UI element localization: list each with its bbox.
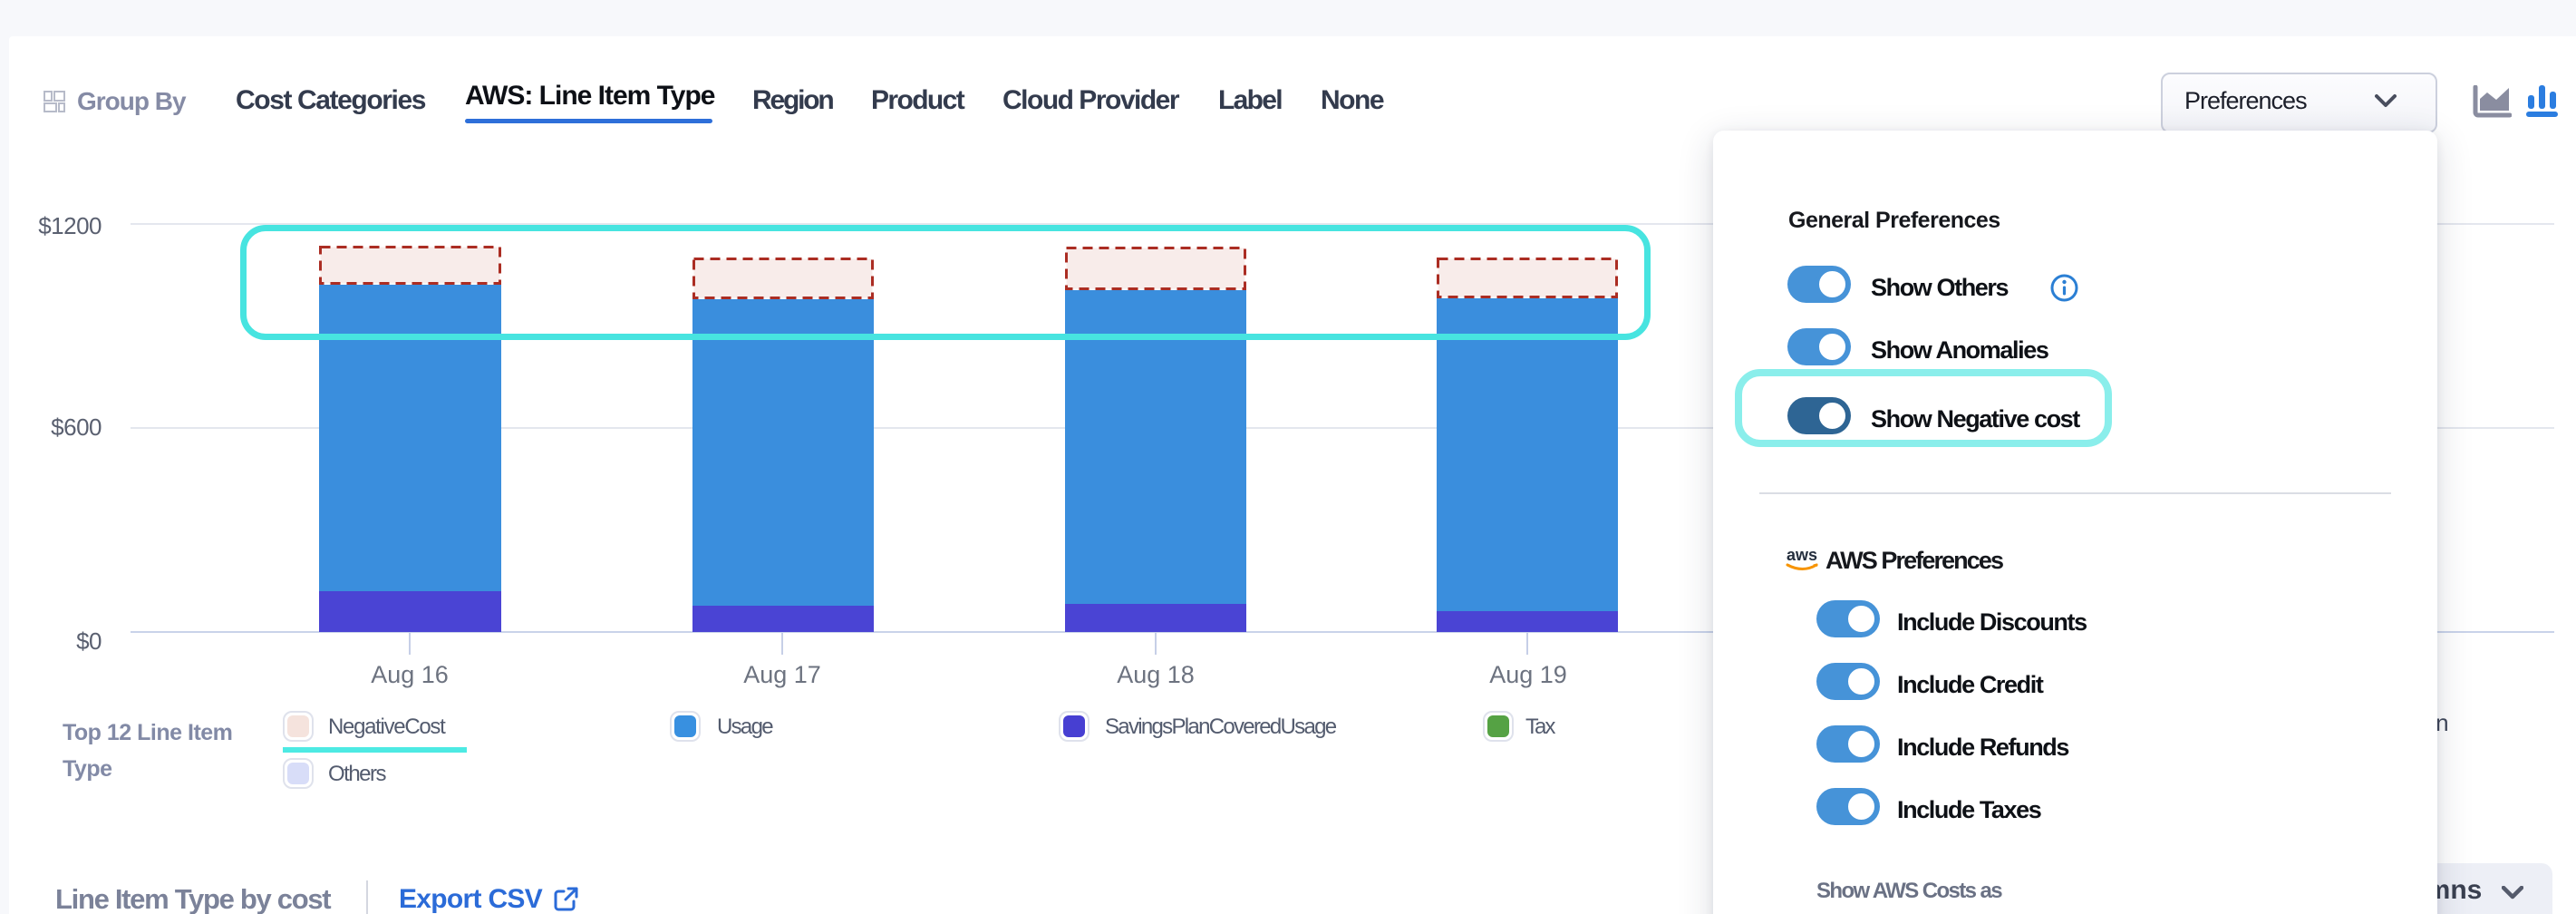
svg-text:aws: aws xyxy=(1787,546,1817,564)
